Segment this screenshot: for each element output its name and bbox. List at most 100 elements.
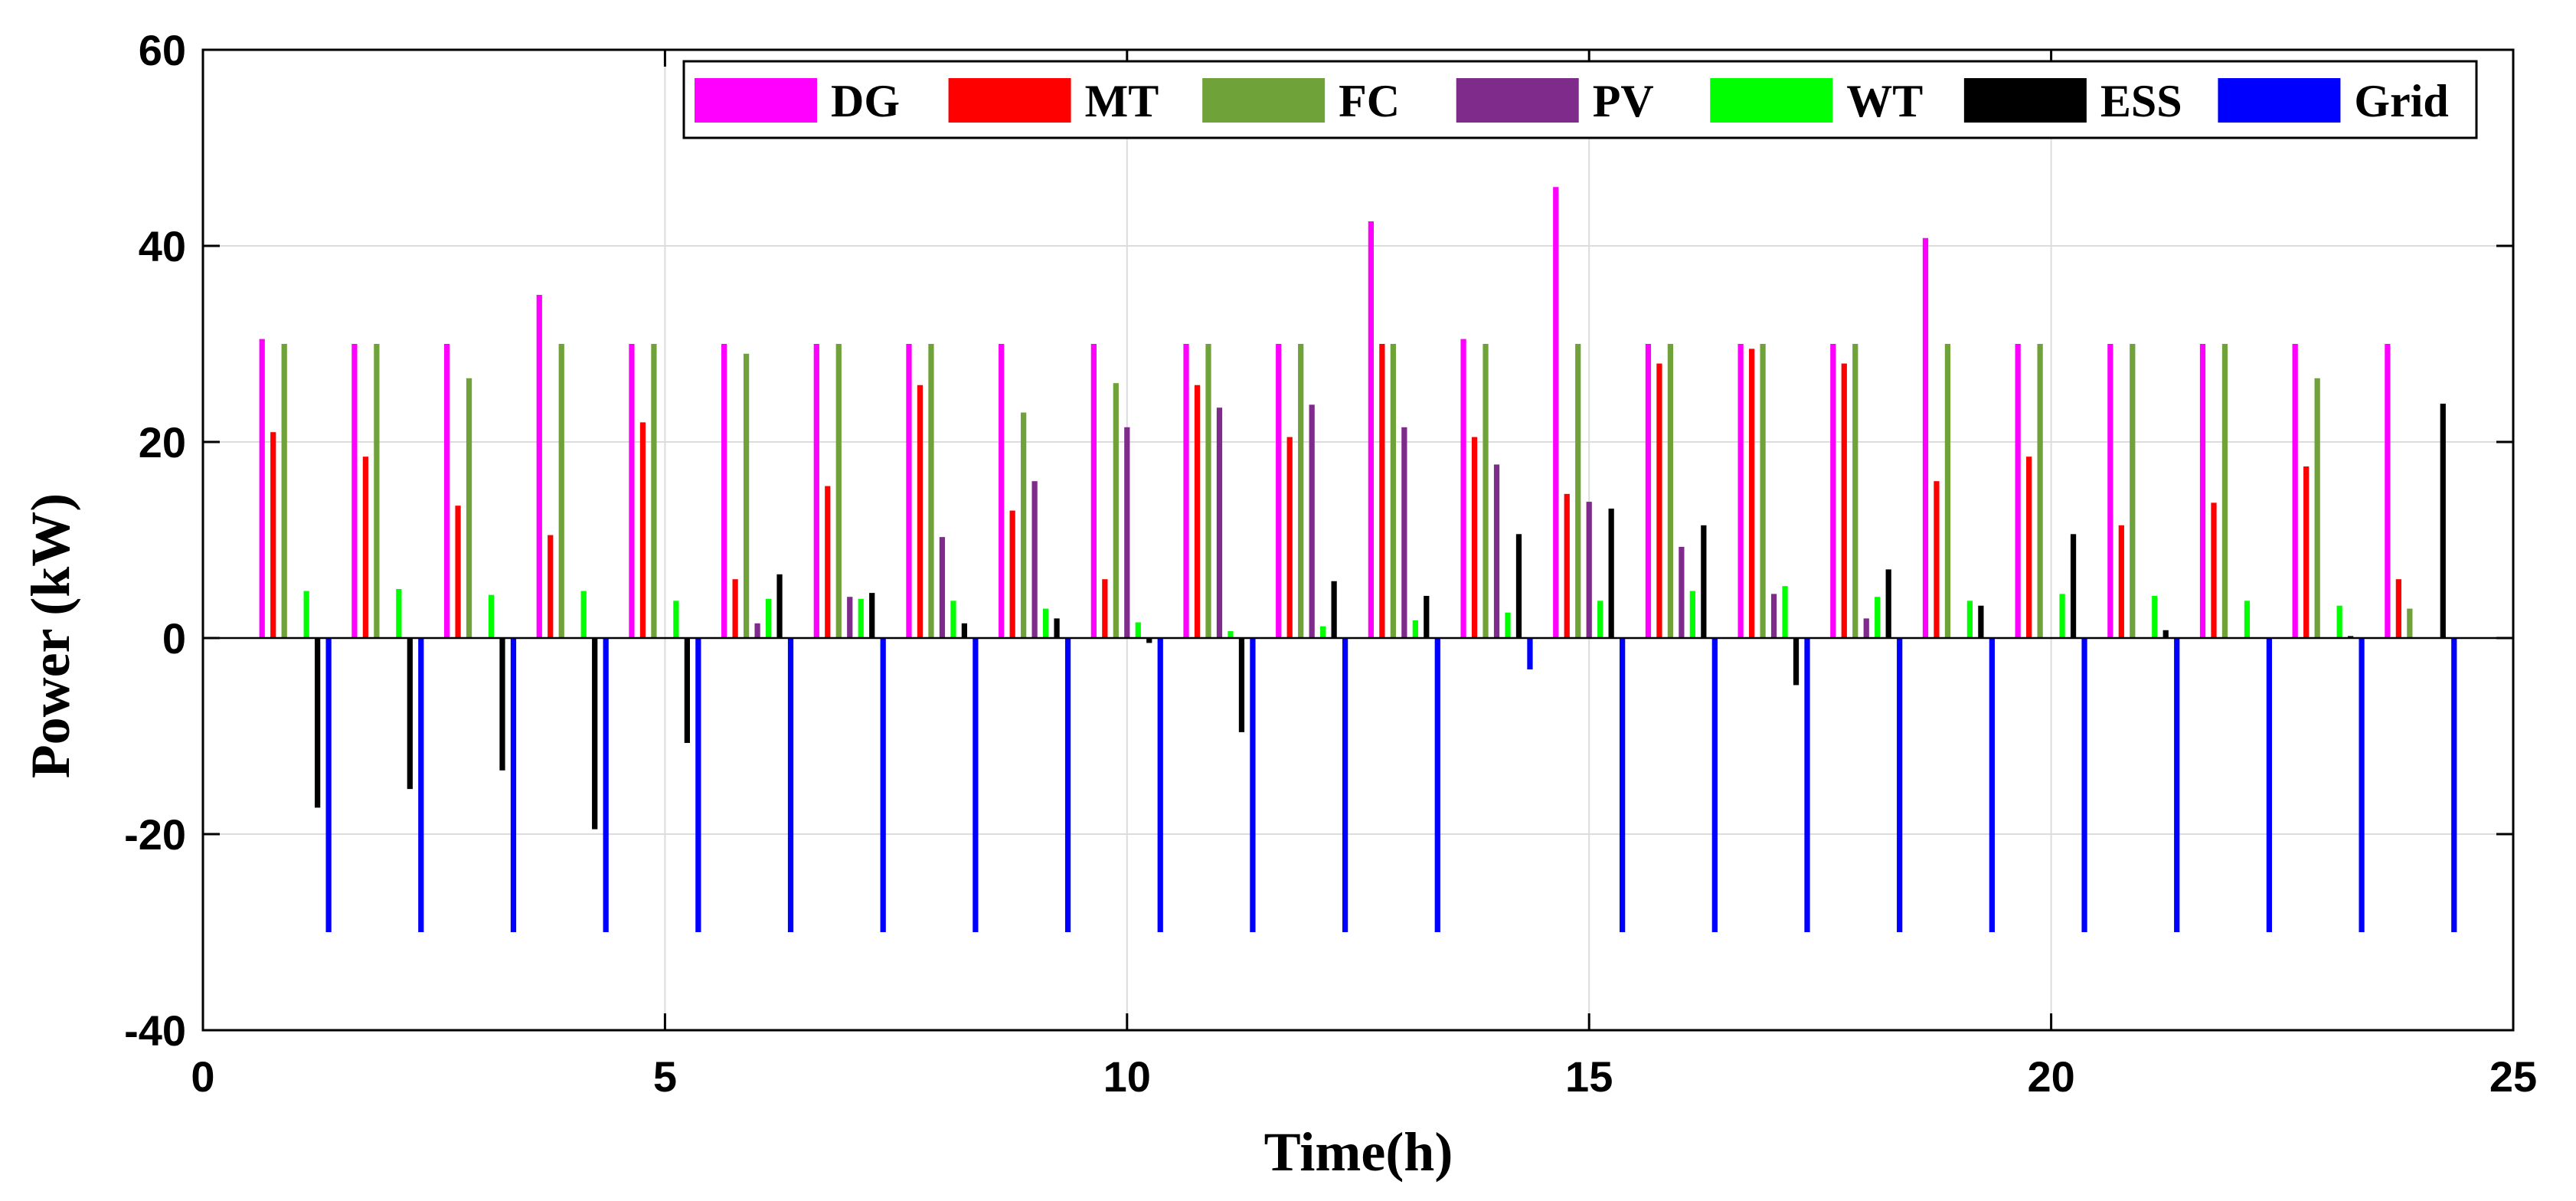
bar-ess-16 <box>1701 525 1707 638</box>
bar-fc-2 <box>374 344 380 638</box>
bar-pv-16 <box>1679 546 1685 638</box>
bar-mt-13 <box>1379 344 1385 638</box>
bar-wt-6 <box>765 598 772 638</box>
bar-grid-18 <box>1897 638 1903 932</box>
bar-wt-5 <box>673 600 679 638</box>
bar-wt-23 <box>2336 605 2342 638</box>
bar-wt-2 <box>396 589 402 638</box>
grid-lines <box>203 50 2513 1030</box>
bar-ess-8 <box>961 623 968 638</box>
bar-dg-4 <box>536 295 542 638</box>
bar-dg-3 <box>443 344 450 638</box>
bar-ess-21 <box>2162 630 2169 638</box>
bar-fc-17 <box>1760 344 1766 638</box>
bar-grid-2 <box>418 638 424 932</box>
bar-grid-8 <box>973 638 979 932</box>
bar-grid-21 <box>2174 638 2180 932</box>
bar-fc-4 <box>558 344 564 638</box>
bar-wt-21 <box>2152 595 2158 638</box>
bar-mt-20 <box>2026 457 2032 638</box>
bar-mt-23 <box>2303 466 2310 638</box>
bar-grid-3 <box>510 638 517 932</box>
bar-dg-1 <box>259 339 265 638</box>
bar-grid-5 <box>695 638 701 932</box>
bar-mt-9 <box>1009 510 1015 638</box>
bar-grid-14 <box>1527 638 1533 669</box>
legend-swatch-ess <box>1963 78 2087 123</box>
legend-swatch-grid <box>2218 78 2341 123</box>
axes: 0 5 10 15 20 25 -40 -20 0 20 40 60 <box>124 26 2537 1101</box>
bar-fc-5 <box>651 344 657 638</box>
bar-mt-19 <box>1934 481 1940 638</box>
bar-grid-20 <box>2081 638 2087 932</box>
bar-mt-11 <box>1194 385 1201 638</box>
bar-ess-19 <box>1978 605 1984 638</box>
legend-label-dg: DG <box>831 76 900 126</box>
y-tick-label: 20 <box>139 418 186 466</box>
bar-fc-8 <box>928 344 934 638</box>
bar-ess-9 <box>1054 618 1060 638</box>
bar-fc-12 <box>1298 344 1304 638</box>
bar-mt-8 <box>917 385 924 638</box>
bar-wt-7 <box>858 598 864 638</box>
bar-dg-2 <box>351 344 358 638</box>
bar-grid-11 <box>1250 638 1256 932</box>
plot-area <box>203 50 2513 1030</box>
bar-dg-17 <box>1737 344 1744 638</box>
bar-dg-18 <box>1830 344 1836 638</box>
bar-fc-23 <box>2314 378 2320 638</box>
bar-ess-20 <box>2070 534 2077 638</box>
bar-fc-13 <box>1390 344 1396 638</box>
legend: DG MT FC PV WT ESS Grid <box>682 60 2478 139</box>
bar-fc-3 <box>466 378 472 638</box>
bar-mt-6 <box>732 579 738 638</box>
legend-label-mt: MT <box>1085 76 1159 126</box>
bar-mt-16 <box>1656 363 1662 638</box>
bar-dg-15 <box>1553 187 1559 638</box>
bar-wt-22 <box>2244 600 2251 638</box>
bar-ess-12 <box>1331 581 1337 638</box>
bar-ess-14 <box>1515 534 1522 638</box>
bar-grid-22 <box>2266 638 2273 932</box>
bar-pv-9 <box>1031 481 1038 638</box>
bar-fc-15 <box>1575 344 1581 638</box>
y-tick-label: 0 <box>162 614 186 663</box>
bar-wt-20 <box>2059 594 2065 638</box>
bar-dg-8 <box>906 344 912 638</box>
legend-swatch-fc <box>1202 78 1326 123</box>
bar-ess-18 <box>1885 569 1891 638</box>
bar-fc-20 <box>2037 344 2043 638</box>
bar-fc-16 <box>1667 344 1674 638</box>
bar-fc-11 <box>1205 344 1211 638</box>
legend-swatch-mt <box>948 78 1071 123</box>
bar-mt-24 <box>2395 579 2401 638</box>
bar-ess-5 <box>684 638 690 743</box>
y-tick-label: 60 <box>139 26 186 74</box>
bar-ess-23 <box>2347 636 2354 638</box>
bar-pv-6 <box>754 623 760 638</box>
bar-dg-5 <box>629 344 635 638</box>
x-tick-label: 20 <box>2027 1052 2074 1101</box>
bar-dg-14 <box>1460 339 1466 638</box>
bar-wt-11 <box>1228 631 1234 638</box>
y-tick-label: 40 <box>139 222 186 270</box>
bar-mt-18 <box>1841 363 1847 638</box>
bar-wt-3 <box>488 594 495 638</box>
bar-dg-20 <box>2015 344 2021 638</box>
bar-fc-10 <box>1113 383 1119 638</box>
bar-mt-7 <box>825 486 831 638</box>
bar-ess-4 <box>592 638 598 830</box>
bar-fc-22 <box>2221 344 2228 638</box>
bar-wt-4 <box>580 591 587 638</box>
bar-grid-13 <box>1434 638 1440 932</box>
bar-dg-9 <box>999 344 1005 638</box>
bar-grid-16 <box>1711 638 1718 932</box>
bar-grid-6 <box>787 638 794 932</box>
bar-wt-9 <box>1042 608 1049 638</box>
bar-pv-12 <box>1309 404 1315 638</box>
bar-ess-11 <box>1238 638 1245 732</box>
bar-dg-11 <box>1183 344 1189 638</box>
bar-pv-15 <box>1586 502 1592 638</box>
bar-wt-14 <box>1505 612 1511 638</box>
bar-pv-7 <box>847 597 853 638</box>
